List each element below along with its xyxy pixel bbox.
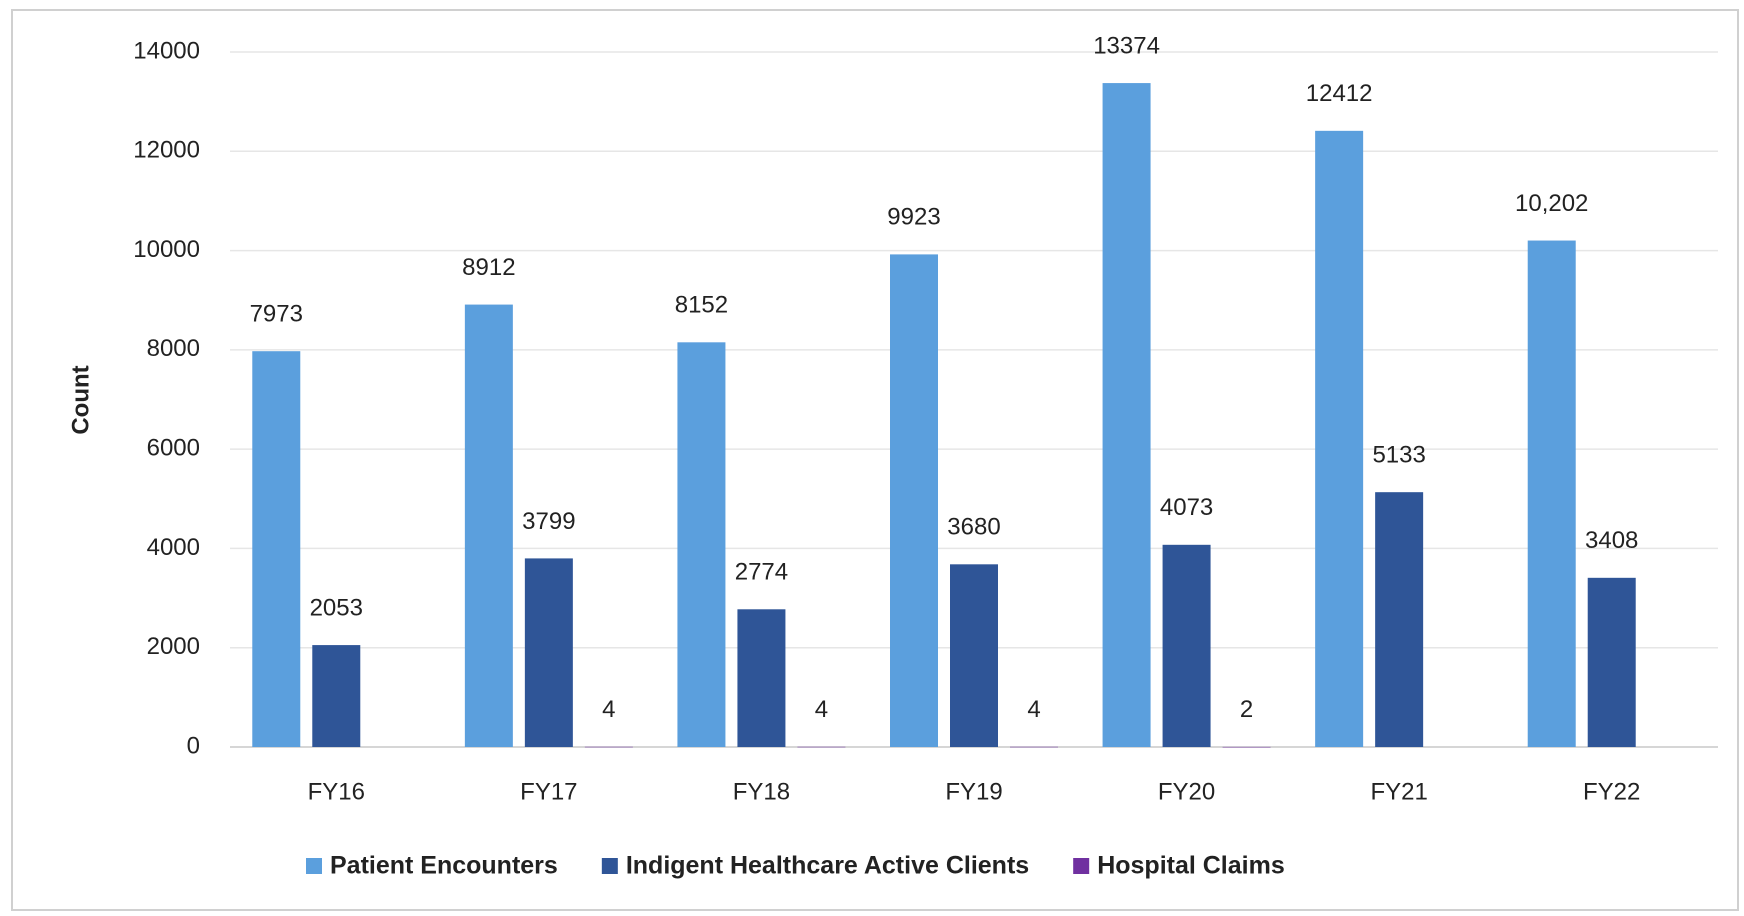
data-label: 7973 — [250, 301, 303, 328]
data-label: 8152 — [675, 292, 728, 319]
data-label: 4073 — [1160, 494, 1213, 521]
legend-label: Patient Encounters — [330, 852, 558, 880]
y-tick-label: 2000 — [147, 633, 200, 660]
data-label: 9923 — [887, 204, 940, 231]
data-label: 5133 — [1372, 442, 1425, 469]
y-tick-label: 6000 — [147, 434, 200, 461]
legend-label: Hospital Claims — [1097, 852, 1285, 880]
bar — [1010, 746, 1058, 748]
data-label: 3799 — [522, 508, 575, 535]
x-tick-label: FY21 — [1370, 778, 1427, 805]
legend-swatch — [601, 858, 618, 874]
bar — [797, 746, 846, 748]
bar — [252, 351, 301, 747]
y-tick-label: 14000 — [133, 37, 200, 64]
data-label: 4 — [815, 696, 828, 723]
bar — [1527, 240, 1576, 747]
bar — [677, 342, 726, 747]
bar — [890, 254, 938, 747]
y-tick-label: 8000 — [147, 335, 200, 362]
y-tick-label: 12000 — [133, 137, 200, 164]
data-label: 12412 — [1306, 80, 1373, 107]
bar — [1102, 83, 1151, 748]
data-label: 4 — [1027, 696, 1040, 723]
bar — [950, 564, 998, 747]
y-tick-label: 4000 — [147, 534, 200, 561]
y-axis-label: Count — [67, 365, 94, 434]
x-tick-label: FY17 — [520, 778, 577, 805]
y-tick-label: 0 — [187, 732, 200, 759]
x-tick-label: FY19 — [945, 778, 1002, 805]
data-label: 2053 — [310, 594, 363, 621]
bar — [1587, 577, 1636, 747]
data-label: 3408 — [1585, 527, 1638, 554]
x-tick-label: FY18 — [733, 778, 790, 805]
x-tick-label: FY22 — [1583, 778, 1640, 805]
chart-frame — [11, 9, 1739, 911]
data-label: 3680 — [947, 514, 1000, 541]
bar — [524, 558, 573, 747]
y-tick-label: 10000 — [133, 236, 200, 263]
data-label: 2 — [1240, 696, 1253, 723]
data-label: 10,202 — [1515, 190, 1588, 217]
data-label: 2774 — [735, 559, 788, 586]
bar — [312, 645, 361, 747]
x-tick-label: FY16 — [308, 778, 365, 805]
bar — [737, 609, 786, 747]
x-tick-label: FY20 — [1158, 778, 1215, 805]
data-label: 4 — [602, 696, 615, 723]
legend-label: Indigent Healthcare Active Clients — [626, 852, 1029, 880]
bar — [1162, 544, 1211, 747]
legend-swatch — [1073, 858, 1090, 874]
bar — [584, 746, 633, 748]
data-label: 8912 — [462, 254, 515, 281]
bar — [464, 304, 513, 747]
bar — [1222, 746, 1271, 748]
legend-swatch — [306, 858, 322, 874]
bar — [1375, 492, 1424, 747]
data-label: 13374 — [1093, 32, 1160, 59]
bar — [1315, 130, 1364, 747]
